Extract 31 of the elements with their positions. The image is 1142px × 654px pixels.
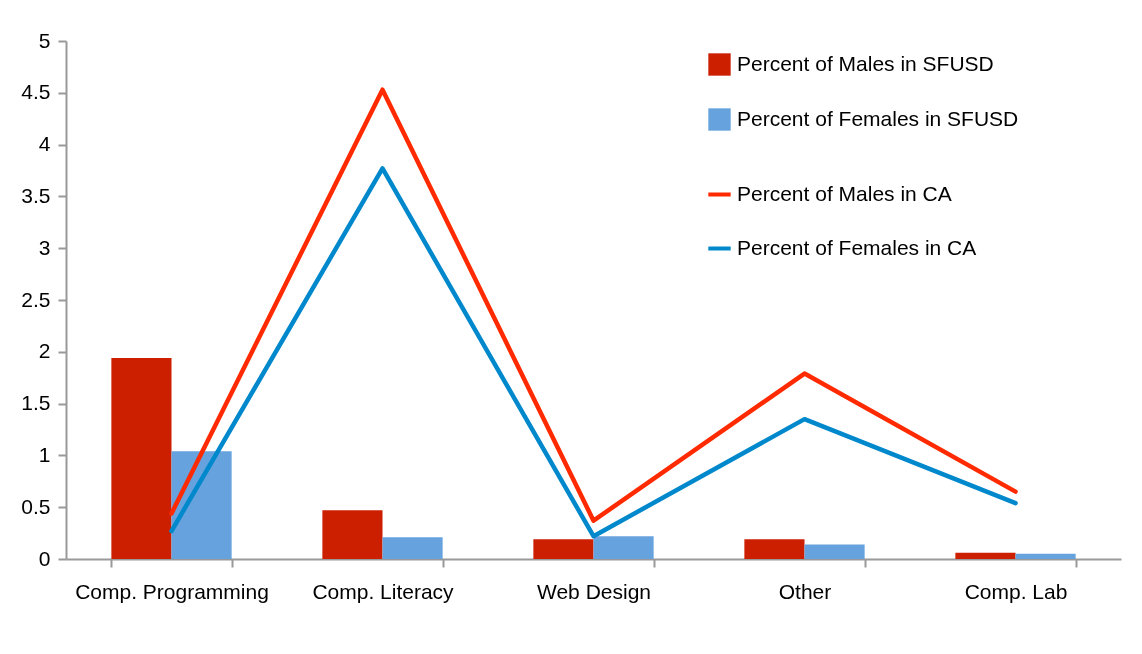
- y-tick-label: 1.5: [21, 391, 51, 415]
- x-tick-label: Comp. Lab: [964, 579, 1068, 603]
- bar: [382, 537, 443, 559]
- legend-label: Percent of Females in SFUSD: [737, 106, 1019, 130]
- x-tick-label: Web Design: [536, 579, 652, 603]
- legend-label: Percent of Males in CA: [737, 181, 952, 205]
- y-tick-label: 2.5: [21, 287, 51, 311]
- x-tick-label: Comp. Programming: [75, 579, 269, 603]
- y-tick-label: 0: [38, 546, 51, 570]
- line-series: [169, 87, 1018, 523]
- bar: [1015, 553, 1076, 559]
- y-tick-label: 0.5: [21, 494, 51, 518]
- y-tick-label: 2: [38, 339, 51, 363]
- legend-label: Percent of Males in SFUSD: [737, 51, 994, 75]
- bar: [804, 544, 865, 559]
- y-tick-label: 3.5: [21, 183, 51, 207]
- y-tick-label: 1: [38, 442, 51, 466]
- bar: [111, 358, 172, 559]
- bar: [533, 539, 594, 559]
- legend-label: Percent of Females in CA: [737, 235, 977, 259]
- bar: [322, 510, 383, 559]
- line-series: [169, 166, 1018, 539]
- bar: [744, 539, 805, 559]
- y-tick-label: 5: [38, 28, 51, 52]
- x-tick-label: Comp. Literacy: [312, 579, 455, 603]
- y-tick-label: 3: [38, 235, 51, 259]
- y-tick-label: 4.5: [21, 80, 51, 104]
- bar: [593, 536, 654, 559]
- bar: [955, 552, 1016, 559]
- y-tick-label: 4: [38, 132, 51, 156]
- x-tick-label: Other: [778, 579, 832, 603]
